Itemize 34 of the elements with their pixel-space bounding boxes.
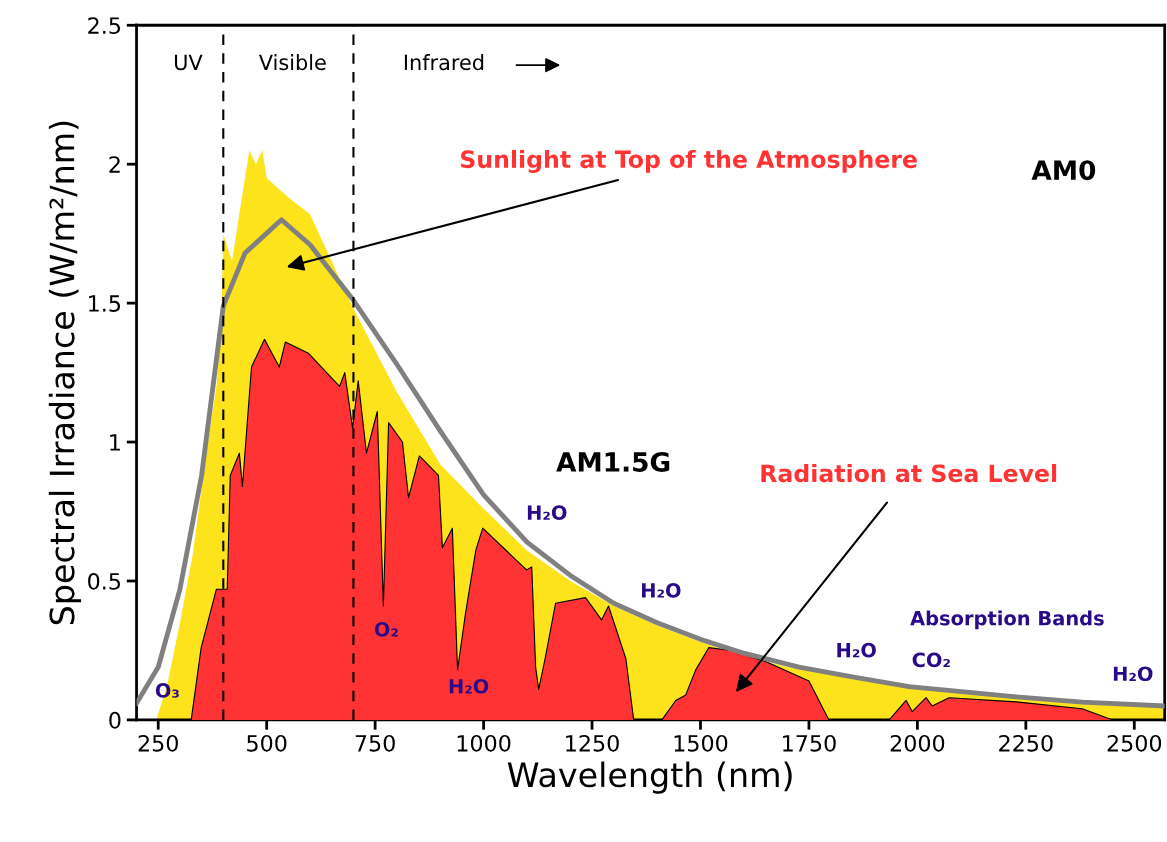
y-tick-label: 0 [109, 711, 121, 729]
annotation: H₂O [642, 583, 681, 598]
x-tick-label: 500 [247, 734, 287, 752]
annotation: UV [175, 54, 203, 71]
y-tick-label: 0.5 [88, 572, 121, 590]
annotation: Infrared [404, 54, 484, 71]
x-tick-label: 1500 [674, 734, 728, 752]
x-tick-label: 750 [355, 734, 395, 752]
annotation: Visible [258, 54, 326, 71]
annotation: CO₂ [912, 652, 950, 668]
x-tick-label: 250 [138, 734, 178, 752]
y-tick-label: 2.5 [88, 17, 121, 35]
annotation: AM0 [1031, 160, 1096, 181]
annotation: H₂O [837, 642, 876, 658]
y-axis-title: Spectral Irradiance (W/m²/nm) [48, 121, 82, 625]
annotation: H₂O [527, 505, 567, 520]
line-series [136, 217, 1165, 709]
annotation: H₂O [1113, 666, 1153, 682]
x-tick-label: 1250 [566, 734, 619, 752]
annotation: O₂ [374, 621, 398, 637]
x-tick-label: 2000 [890, 734, 945, 752]
annotation: H₂O [449, 678, 489, 694]
annotation: AM1.5G [556, 451, 670, 472]
x-tick-label: 1750 [783, 734, 836, 752]
x-tick-label: 2250 [999, 734, 1053, 752]
annotation: Radiation at Sea Level [761, 463, 1057, 483]
x-axis-title: Wavelength (nm) [507, 761, 792, 794]
annotation: Sunlight at Top of the Atmosphere [461, 149, 917, 173]
y-tick-label: 2 [109, 156, 120, 173]
x-tick-label: 2500 [1107, 734, 1162, 752]
y-tick-label: 1.5 [89, 295, 121, 312]
annotation: Absorption Bands [910, 610, 1104, 630]
y-tick-label: 1 [110, 434, 120, 451]
x-tick-label: 1000 [457, 734, 511, 752]
